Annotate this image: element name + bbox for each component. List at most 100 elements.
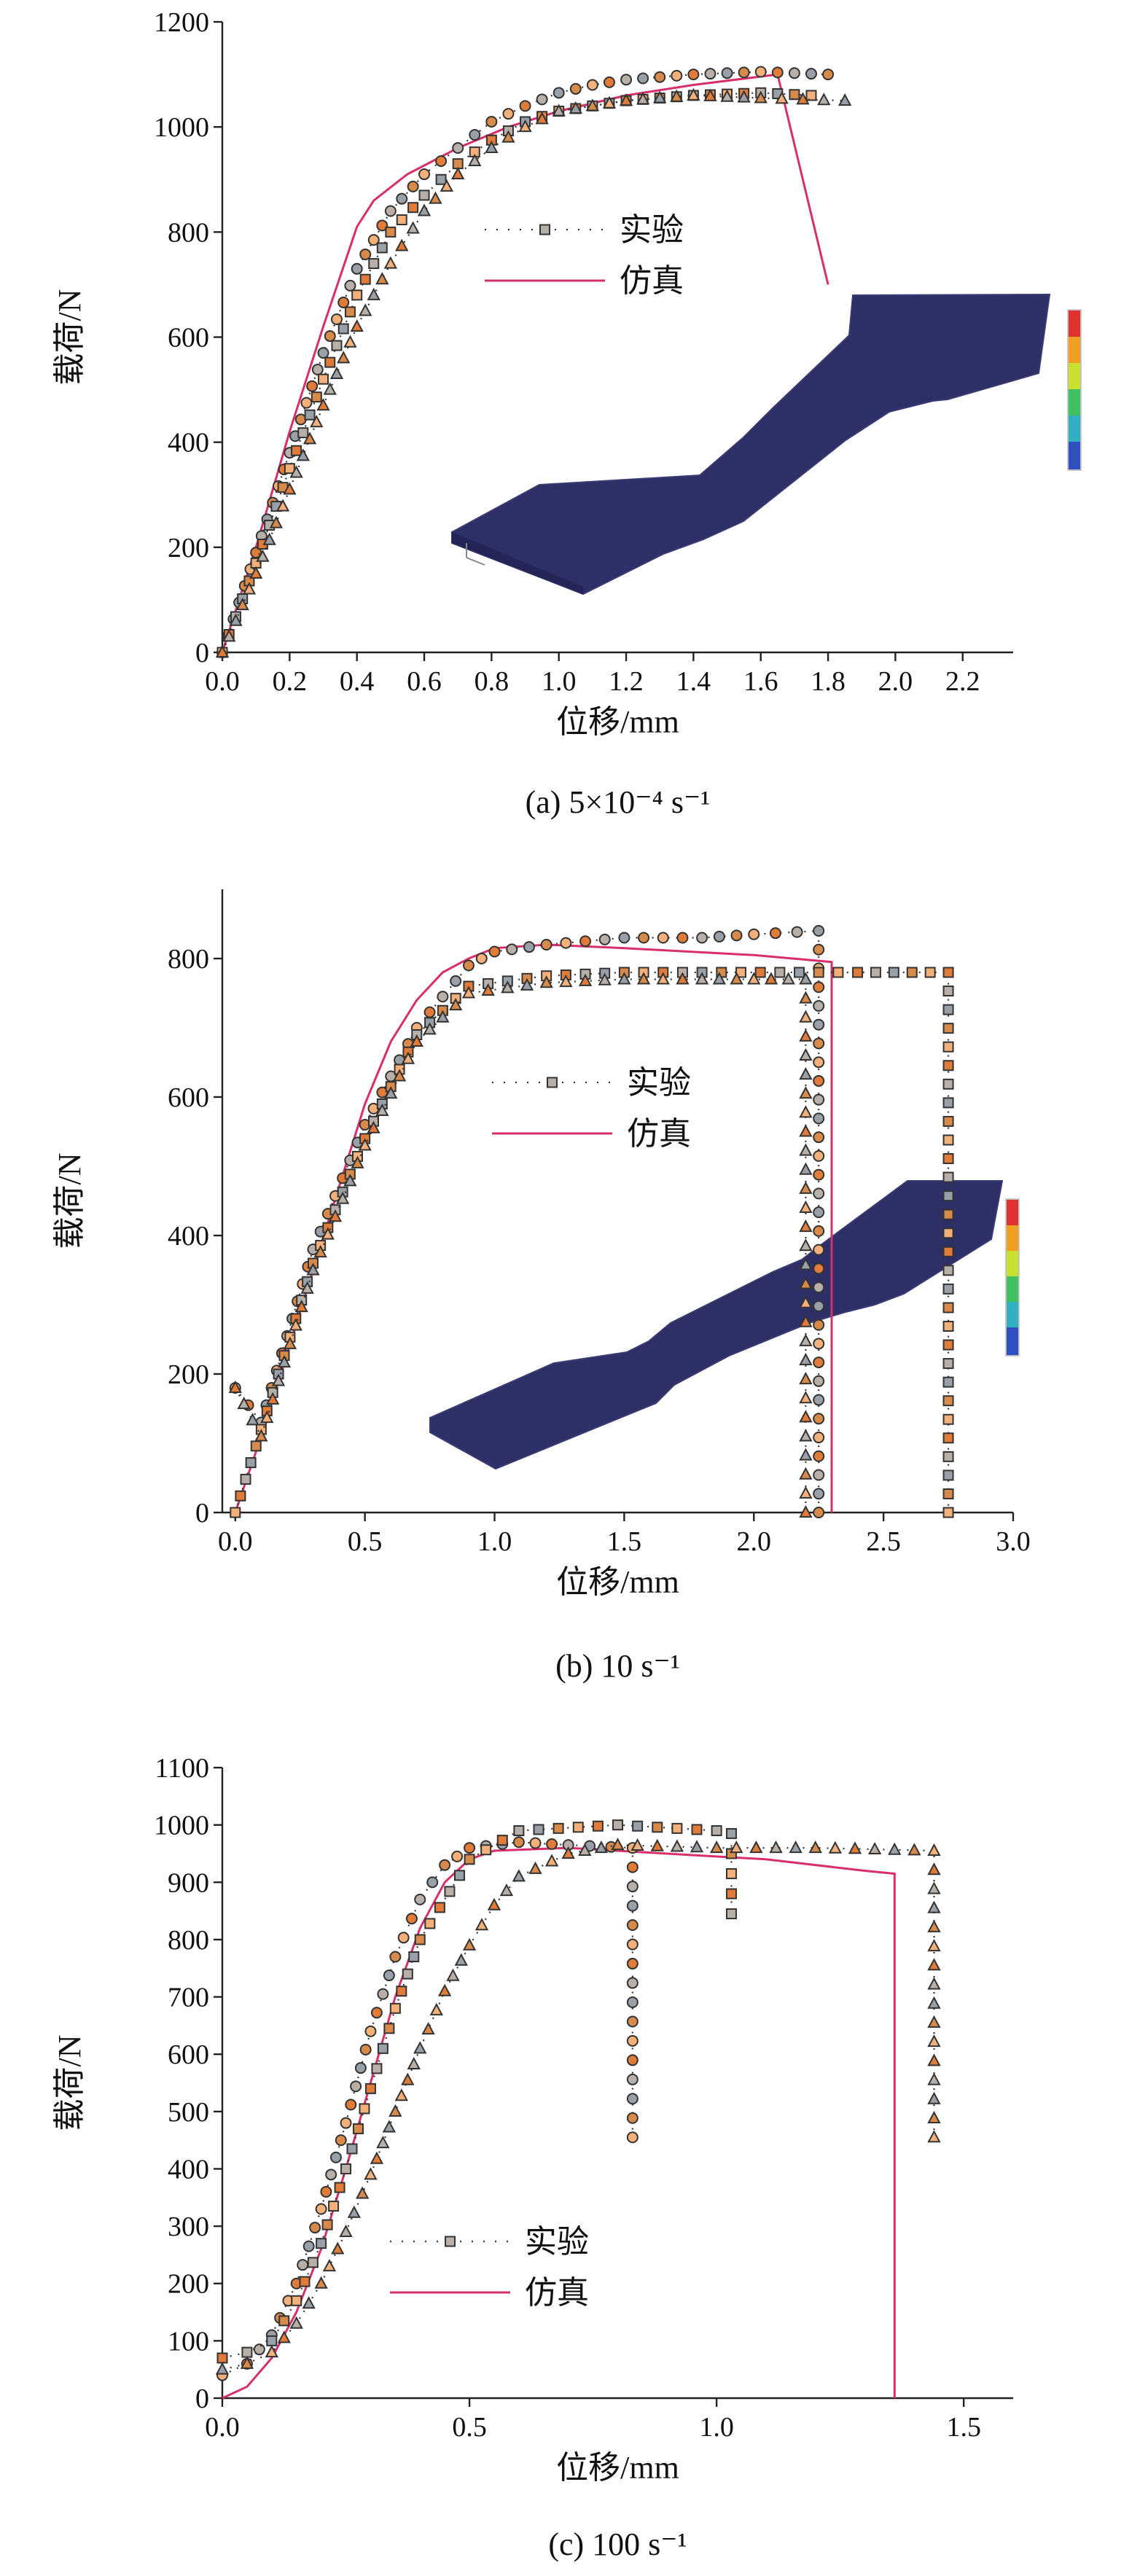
data-point	[464, 1842, 476, 1854]
data-point	[321, 2219, 333, 2230]
data-point	[942, 1507, 954, 1518]
data-point	[813, 999, 825, 1012]
x-tick-label: 0.0	[205, 2412, 240, 2443]
specimen-inset-a	[451, 293, 1082, 596]
data-point	[691, 1824, 703, 1835]
x-tick-label: 2.5	[866, 1526, 901, 1557]
data-point	[805, 68, 817, 80]
data-point	[278, 2315, 290, 2327]
data-point	[799, 1448, 813, 1461]
data-point	[799, 1276, 813, 1289]
y-tick-label: 800	[168, 944, 209, 975]
data-point	[401, 1051, 415, 1064]
data-point	[328, 1209, 343, 1222]
y-tick-label: 600	[168, 323, 209, 354]
data-point	[927, 1996, 941, 2009]
data-point	[813, 1018, 825, 1031]
data-point	[704, 68, 716, 80]
data-point	[426, 1876, 439, 1889]
data-point	[813, 1432, 825, 1444]
data-point	[367, 287, 380, 300]
data-point	[586, 79, 598, 91]
data-point	[813, 967, 824, 978]
data-point	[322, 2259, 337, 2272]
data-point	[323, 382, 337, 395]
data-point	[942, 1134, 954, 1146]
data-point	[690, 1840, 704, 1853]
data-point	[314, 2276, 328, 2289]
x-tick-label: 0.6	[407, 666, 442, 697]
data-point	[942, 1097, 954, 1109]
x-tick-label: 1.0	[542, 666, 577, 697]
data-point	[423, 1022, 437, 1035]
x-axis-label: 位移/mm	[556, 1564, 679, 1600]
data-point	[434, 1902, 445, 1913]
data-point	[799, 1295, 813, 1308]
data-point	[569, 82, 582, 95]
data-point	[396, 192, 408, 205]
data-point	[451, 1850, 464, 1862]
data-point	[485, 140, 499, 153]
x-axis-label: 位移/mm	[556, 2450, 679, 2486]
series-experiment-markers	[216, 1819, 737, 2364]
data-point	[461, 985, 476, 999]
x-tick-label: 0.8	[475, 666, 509, 697]
data-point	[638, 932, 650, 944]
data-point	[302, 2296, 316, 2309]
legend-experiment-label: 实验	[620, 212, 684, 248]
data-point	[334, 2182, 345, 2193]
data-point	[254, 1429, 268, 1442]
data-point	[942, 1358, 954, 1370]
data-point	[754, 967, 766, 978]
data-point	[358, 1138, 372, 1151]
data-point	[799, 1410, 813, 1423]
data-point	[636, 972, 651, 985]
data-point	[632, 1820, 644, 1832]
data-point	[781, 972, 795, 985]
data-point	[520, 977, 534, 991]
data-point	[671, 1822, 683, 1834]
data-point	[501, 130, 515, 143]
data-point	[738, 66, 750, 79]
series-experiment-markers	[216, 87, 817, 658]
x-tick-label: 0.5	[348, 1526, 383, 1557]
data-point	[215, 644, 230, 657]
panel-caption: (c) 100 s⁻¹	[548, 2526, 687, 2562]
data-point	[335, 1191, 350, 1204]
data-point	[370, 2151, 384, 2164]
data-point	[572, 1822, 584, 1833]
data-point	[735, 967, 746, 978]
data-point	[598, 972, 612, 985]
legend-experiment-label: 实验	[627, 1065, 691, 1101]
data-point	[725, 1867, 737, 1879]
data-point	[626, 1881, 639, 1893]
data-point	[942, 1023, 954, 1034]
data-point	[423, 1006, 436, 1018]
data-point	[725, 1827, 737, 1839]
data-point	[329, 366, 344, 379]
data-point	[337, 351, 351, 364]
data-point	[468, 153, 482, 167]
data-point	[315, 2203, 327, 2215]
data-point	[436, 1010, 450, 1023]
y-tick-label: 100	[168, 2326, 209, 2357]
data-point	[359, 2103, 370, 2115]
y-tick-label: 200	[168, 533, 209, 563]
data-point	[799, 972, 813, 985]
data-point	[540, 939, 552, 951]
data-point	[652, 1822, 663, 1833]
data-point	[774, 967, 786, 978]
data-point	[311, 363, 324, 375]
data-point	[813, 1168, 825, 1181]
data-point	[626, 2131, 639, 2144]
data-point	[942, 1004, 954, 1015]
data-point	[340, 2163, 352, 2174]
data-point	[670, 1839, 684, 1852]
data-point	[813, 1469, 825, 1481]
data-point	[927, 1938, 941, 1952]
data-point	[799, 991, 813, 1004]
x-tick-label: 1.5	[607, 1526, 642, 1557]
data-point	[347, 2205, 362, 2218]
data-point	[799, 1314, 813, 1327]
